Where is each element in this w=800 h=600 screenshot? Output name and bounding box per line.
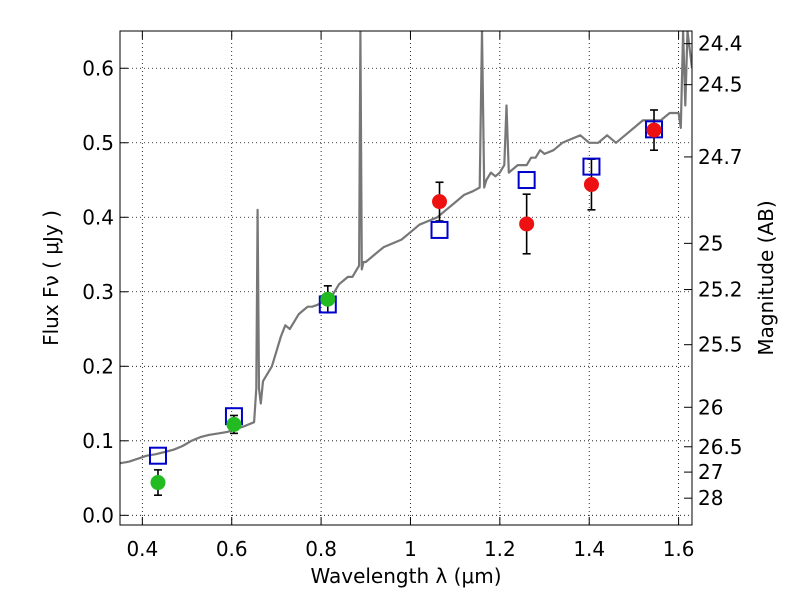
y-tick-label: 0.2 [82,354,114,378]
observed-optical-point [226,416,242,432]
mag-tick-label: 25.2 [698,278,743,302]
mag-tick-label: 24.7 [698,145,743,169]
model-photometry-point [430,220,449,239]
mag-tick-label: 26.5 [698,435,743,459]
y-tick-label: 0.3 [82,280,114,304]
observed-optical-point [150,475,166,491]
observed-nir-point [583,176,599,192]
model-sed-line [120,31,692,465]
model-photometry-point [148,446,167,465]
model-photometry-point [517,171,536,190]
y-tick-label: 0.6 [82,56,114,80]
observed-nir-point [432,194,448,210]
mag-tick-label: 25.5 [698,333,743,357]
observed-nir-point [646,122,662,138]
y-tick-label: 0.1 [82,429,114,453]
x-tick-label: 0.6 [216,537,248,561]
mag-tick-label: 24.4 [698,32,743,56]
x-axis-title: Wavelength λ (μm) [310,564,501,588]
plot-contents [120,31,692,496]
x-tick-label: 0.8 [305,537,337,561]
x-tick-label: 1.6 [663,537,695,561]
y-axis-title: Flux Fν ( μJy ) [39,210,63,346]
y-tick-label: 0.5 [82,131,114,155]
y2-axis-title: Magnitude (AB) [754,200,778,355]
mag-tick-label: 25 [698,231,723,255]
axes-frame [119,30,693,526]
x-tick-label: 1.2 [484,537,516,561]
mag-tick-label: 26 [698,395,723,419]
x-tick-label: 0.4 [126,537,158,561]
x-tick-label: 1 [404,537,417,561]
model-photometry-point [582,157,601,176]
observed-nir-point [519,216,535,232]
mag-tick-label: 27 [698,460,723,484]
axis-ticks: 0.4 0.6 0.8 1 1.2 1.4 1.6 0.0 0.1 0.2 0.3 0.4 0.5 0.6… [82,31,743,561]
y-tick-label: 0.4 [82,205,114,229]
mag-tick-label: 28 [698,486,723,510]
observed-optical-point [320,291,336,307]
x-tick-label: 1.4 [573,537,605,561]
plot-area [120,31,692,496]
y-tick-label: 0.0 [82,503,114,527]
mag-tick-label: 24.5 [698,73,743,97]
